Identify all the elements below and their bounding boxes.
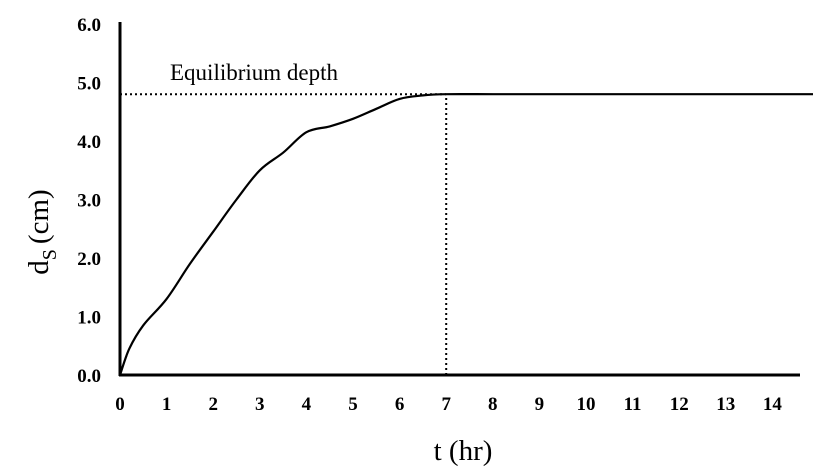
x-tick-label: 2 (208, 394, 218, 415)
reference-lines (120, 93, 448, 375)
series-group (118, 93, 813, 376)
x-tick-label: 14 (763, 394, 783, 415)
y-ticks: 0.0 1.0 2.0 3.0 4.0 5.0 6.0 (77, 15, 101, 387)
y-axis-title-sub: S (39, 249, 61, 260)
y-tick-label: 0.0 (77, 366, 101, 387)
x-tick-label: 12 (670, 394, 689, 415)
y-tick-label: 2.0 (77, 249, 101, 270)
x-tick-label: 10 (577, 394, 596, 415)
x-tick-label: 4 (302, 394, 312, 415)
x-tick-label: 6 (395, 394, 405, 415)
y-tick-label: 3.0 (77, 191, 101, 212)
scour-depth-curve (118, 93, 813, 376)
plot-area: 0.01.02.03.04.05.06.0 0 1 2 3 4 5 6 7 8 9 10 11 12 13… (77, 15, 813, 415)
x-ticks: 0 1 2 3 4 5 6 7 8 9 10 11 12 13 14 (115, 394, 782, 415)
x-axis-title: t (hr) (434, 435, 493, 467)
y-tick-label: 4.0 (77, 132, 101, 153)
y-tick-label: 5.0 (77, 74, 101, 95)
y-axis-title-main: d (23, 260, 55, 275)
x-tick-label: 1 (162, 394, 172, 415)
y-tick-label: 6.0 (77, 15, 101, 36)
equilibrium-depth-label: Equilibrium depth (170, 60, 339, 85)
y-axis-title-unit: (cm) (23, 189, 55, 244)
x-tick-label: 3 (255, 394, 265, 415)
x-tick-label: 0 (115, 394, 125, 415)
x-tick-label: 11 (624, 394, 642, 415)
x-tick-label: 9 (535, 394, 545, 415)
x-tick-label: 8 (488, 394, 498, 415)
y-tick-label: 1.0 (77, 308, 101, 329)
x-tick-label: 5 (348, 394, 358, 415)
x-tick-label: 7 (441, 394, 451, 415)
x-tick-label: 13 (716, 394, 735, 415)
y-axis-title: dS (cm) (23, 189, 61, 274)
